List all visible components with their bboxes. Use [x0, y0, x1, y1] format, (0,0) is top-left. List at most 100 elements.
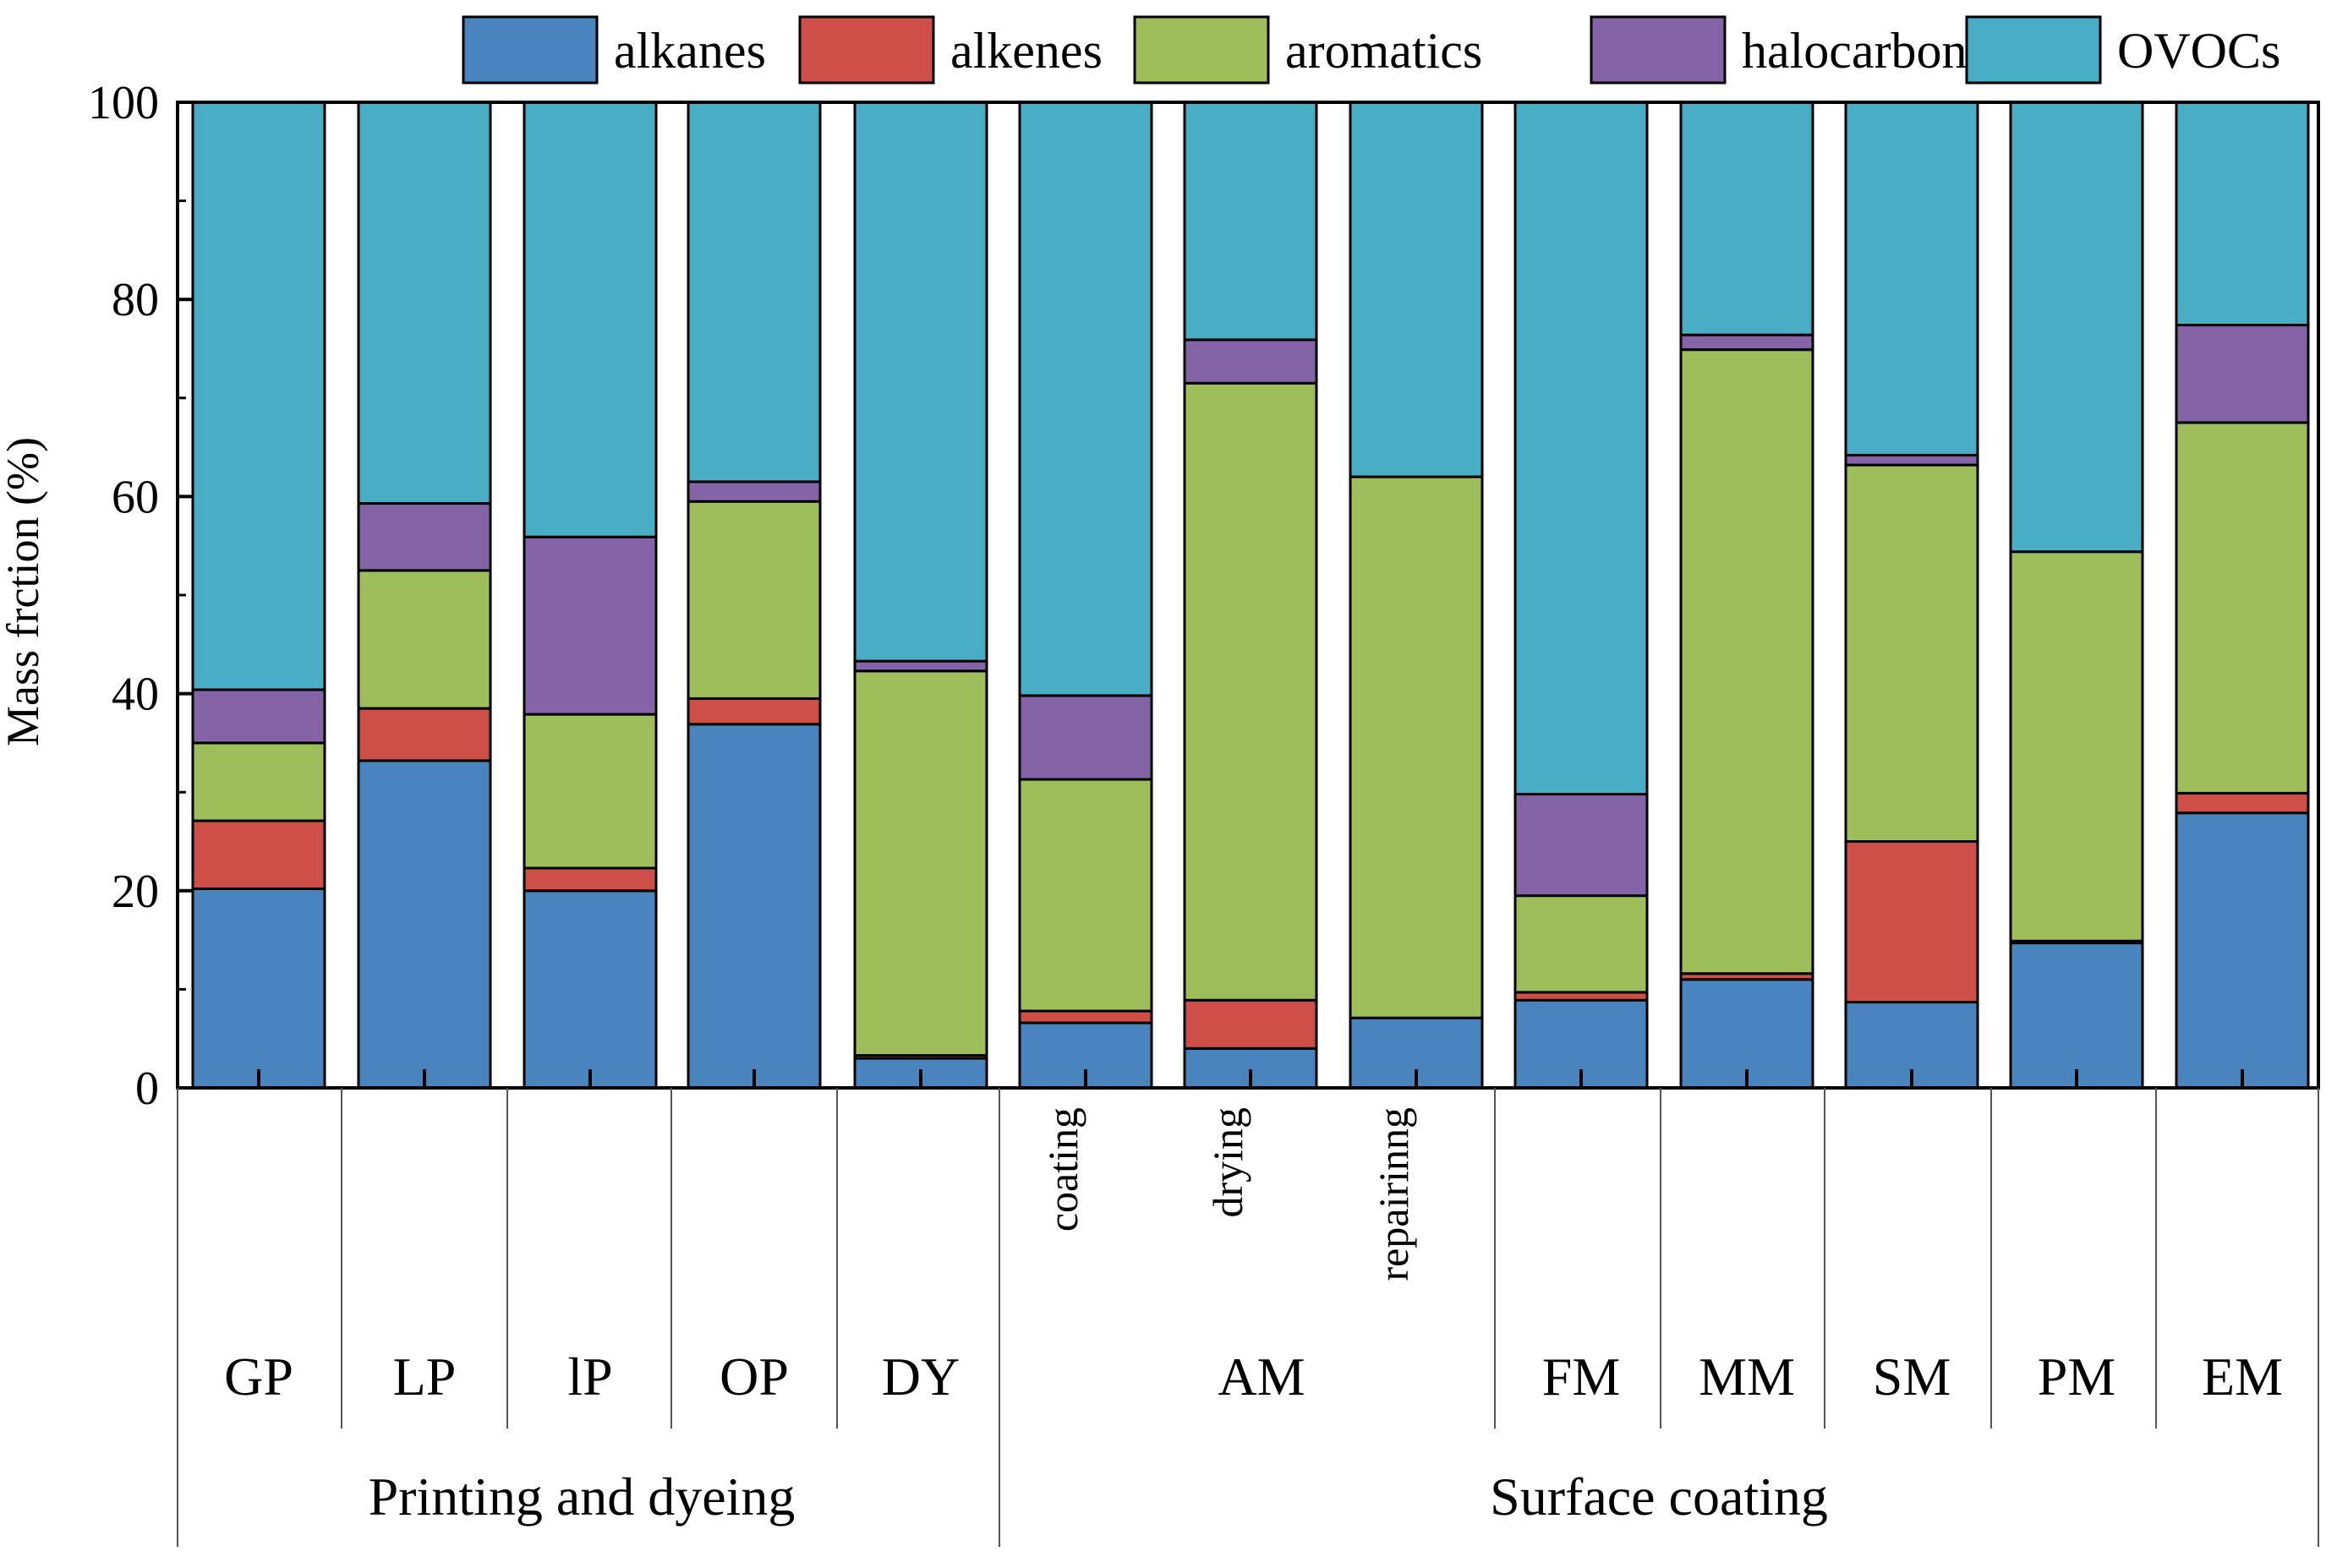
category-label-dy: DY — [882, 1347, 960, 1407]
y-tick-label: 80 — [112, 274, 159, 326]
legend-label-ovocs: OVOCs — [2117, 23, 2280, 79]
sub-label-repairinng: repairinng — [1370, 1107, 1417, 1281]
segment-coating-ovocs — [1018, 101, 1153, 697]
segment-lp-aromatics — [523, 713, 658, 870]
bar-fm — [1513, 101, 1649, 1090]
bar-sm — [1844, 101, 1979, 1090]
bar-op — [687, 101, 822, 1090]
axes-layer: 0 20 40 60 80 100 — [88, 77, 2320, 1115]
bar-repairinng — [1349, 101, 1484, 1090]
legend-swatch-alkanes — [462, 15, 599, 85]
legend-item-halocarbons: halocarbons — [1590, 15, 1987, 85]
segment-drying-ovocs — [1183, 101, 1318, 341]
bars-layer — [191, 101, 2310, 1090]
legend-swatch-aromatics — [1133, 15, 1270, 85]
legend-item-ovocs: OVOCs — [1965, 15, 2280, 85]
bar-lp — [523, 101, 658, 1090]
bar-dy — [853, 101, 988, 1090]
legend-label-aromatics: aromatics — [1285, 23, 1482, 79]
bar-pm — [2009, 101, 2144, 1090]
segment-em-ovocs — [2175, 101, 2310, 327]
category-label-lp: lP — [567, 1347, 612, 1407]
y-tick-label: 0 — [135, 1063, 159, 1115]
category-label-op: OP — [720, 1347, 789, 1407]
segment-em-halocarbons — [2175, 324, 2310, 424]
category-label-gp: GP — [224, 1347, 293, 1407]
y-axis-label: Mass frction (%) — [0, 437, 48, 746]
segment-repairinng-ovocs — [1349, 101, 1484, 478]
segment-op-ovocs — [687, 101, 822, 484]
segment-mm-aromatics — [1679, 348, 1814, 975]
segment-fm-aromatics — [1513, 894, 1649, 994]
y-tick-label: 60 — [112, 471, 159, 523]
group-label-printing-and-dyeing: Printing and dyeing — [369, 1467, 796, 1527]
legend-swatch-ovocs — [1965, 15, 2102, 85]
bar-drying — [1183, 101, 1318, 1090]
y-tick-label: 100 — [88, 77, 159, 129]
segment-drying-halocarbons — [1183, 338, 1318, 385]
segment-sm-alkenes — [1844, 840, 1979, 1004]
segment-em-alkanes — [2175, 811, 2310, 1090]
bar-gp — [191, 101, 326, 1090]
segment-mm-halocarbons — [1679, 333, 1814, 352]
y-tick-label: 40 — [112, 669, 159, 721]
category-label-mm: MM — [1699, 1347, 1795, 1407]
segment-coating-alkenes — [1018, 1009, 1153, 1024]
segment-em-aromatics — [2175, 421, 2310, 795]
segment-gp-alkanes — [191, 887, 326, 1090]
sub-label-drying: drying — [1204, 1107, 1251, 1218]
bar-lp — [357, 101, 492, 1090]
legend-label-alkanes: alkanes — [614, 23, 766, 79]
category-label-sm: SM — [1873, 1347, 1951, 1407]
segment-op-aromatics — [687, 500, 822, 700]
category-labels: GP LP lP OP DY FM MM SM PM EM AM coating drying repai… — [177, 1088, 2319, 1547]
segment-lp-ovocs — [523, 101, 658, 538]
segment-fm-ovocs — [1513, 101, 1649, 796]
segment-coating-aromatics — [1018, 778, 1153, 1013]
bar-mm — [1679, 101, 1814, 1090]
segment-pm-ovocs — [2009, 101, 2144, 554]
segment-repairinng-aromatics — [1349, 475, 1484, 1019]
segment-gp-ovocs — [191, 101, 326, 691]
segment-em-alkenes — [2175, 791, 2310, 815]
segment-drying-alkenes — [1183, 998, 1318, 1050]
segment-lp-alkenes — [357, 707, 492, 762]
category-label-am: AM — [1218, 1347, 1305, 1407]
segment-pm-alkanes — [2009, 942, 2144, 1090]
segment-lp-aromatics — [357, 569, 492, 710]
category-label-fm: FM — [1542, 1347, 1621, 1407]
segment-sm-aromatics — [1844, 463, 1979, 843]
segment-lp-alkanes — [357, 759, 492, 1090]
segment-lp-halocarbons — [357, 502, 492, 572]
category-label-lp: LP — [393, 1347, 457, 1407]
legend-label-halocarbons: halocarbons — [1742, 23, 1987, 79]
segment-lp-ovocs — [357, 101, 492, 505]
segment-op-halocarbons — [687, 480, 822, 503]
segment-pm-aromatics — [2009, 550, 2144, 942]
segment-sm-ovocs — [1844, 101, 1979, 456]
legend-item-alkanes: alkanes — [462, 15, 766, 85]
segment-coating-halocarbons — [1018, 694, 1153, 781]
group-label-surface-coating: Surface coating — [1490, 1467, 1828, 1527]
segment-lp-alkenes — [523, 866, 658, 893]
legend-item-alkenes: alkenes — [798, 15, 1103, 85]
segment-sm-halocarbons — [1844, 453, 1979, 467]
legend-swatch-alkenes — [798, 15, 935, 85]
category-label-pm: PM — [2038, 1347, 2116, 1407]
segment-drying-aromatics — [1183, 381, 1318, 1002]
segment-gp-alkenes — [191, 819, 326, 890]
legend: alkanes alkenes aromatics halocarbons OVOCs — [462, 15, 2280, 85]
segment-dy-halocarbons — [853, 659, 988, 673]
category-label-em: EM — [2202, 1347, 2283, 1407]
segment-mm-ovocs — [1679, 101, 1814, 336]
legend-item-aromatics: aromatics — [1133, 15, 1482, 85]
bar-em — [2175, 101, 2310, 1090]
segment-fm-halocarbons — [1513, 793, 1649, 898]
bar-coating — [1018, 101, 1153, 1090]
segment-lp-alkanes — [523, 889, 658, 1090]
segment-dy-ovocs — [853, 101, 988, 663]
sub-label-coating: coating — [1039, 1107, 1086, 1232]
legend-label-alkenes: alkenes — [950, 23, 1103, 79]
legend-swatch-halocarbons — [1590, 15, 1727, 85]
